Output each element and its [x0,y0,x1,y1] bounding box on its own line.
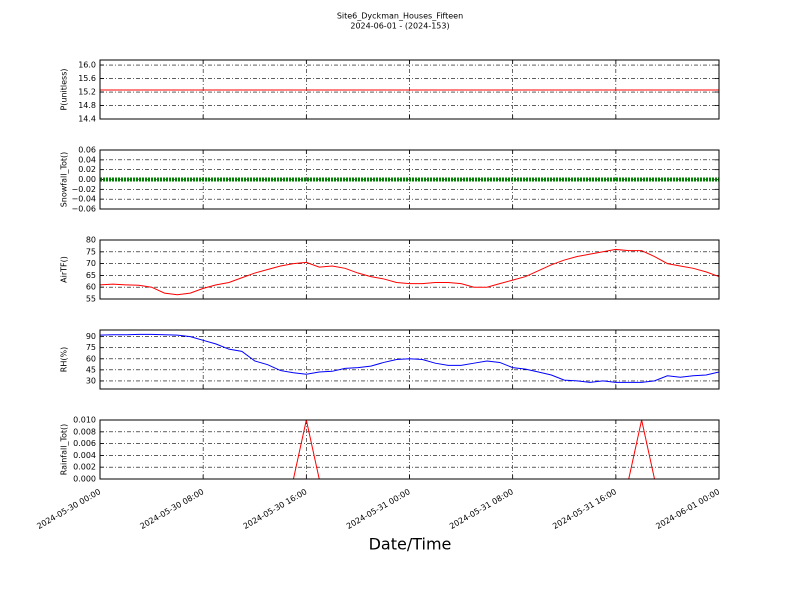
y-tick-label: 0.04 [78,155,96,164]
y-tick-label: −0.06 [71,205,96,214]
y-tick-label: 60 [86,283,96,292]
y-tick-label: 30 [86,376,96,385]
y-axis-label: Rainfall_Tot() [60,424,69,476]
y-tick-label: 0.06 [78,146,96,155]
y-tick-label: 0.02 [78,165,96,174]
y-tick-label: 15.2 [78,88,96,97]
axes-frame [99,239,720,300]
y-tick-label: 65 [86,271,96,280]
axes-frame [99,149,720,210]
y-tick-label: −0.02 [71,185,96,194]
y-tick-label: 60 [86,354,96,363]
y-tick-label: 14.4 [78,115,96,124]
axes-frame [99,419,720,480]
y-tick-label: 80 [86,236,96,245]
y-tick-label: 55 [86,295,96,304]
y-tick-label: 0.002 [73,463,96,472]
y-tick-label: 90 [86,332,96,341]
chart-title: Site6_Dyckman_Houses_Fifteen [337,12,463,21]
y-tick-label: 0.000 [73,475,96,484]
axes-frame [99,329,720,390]
y-tick-label: 16.0 [78,61,96,70]
y-tick-label: 0.004 [73,451,96,460]
axes-frame [99,59,720,120]
y-tick-label: 75 [86,343,96,352]
y-tick-label: 15.6 [78,74,96,83]
y-axis-label: AirTF() [60,256,69,283]
data-line [99,248,720,296]
y-axis-label: P(unitless) [60,68,69,110]
y-axis-label: RH(%) [60,347,69,372]
y-tick-label: 0.00 [78,175,96,184]
y-tick-label: 75 [86,247,96,256]
x-axis-label: Date/Time [369,535,452,554]
y-tick-label: 0.006 [73,439,96,448]
y-tick-label: 0.008 [73,427,96,436]
y-tick-label: 45 [86,365,96,374]
y-tick-label: −0.04 [71,195,96,204]
chart-subtitle: 2024-06-01 - (2024-153) [350,22,449,31]
y-tick-label: 70 [86,259,96,268]
y-axis-label: Snowfall_Tot() [60,152,69,208]
data-line [99,333,720,383]
y-tick-label: 0.010 [73,416,96,425]
y-tick-label: 14.8 [78,101,96,110]
